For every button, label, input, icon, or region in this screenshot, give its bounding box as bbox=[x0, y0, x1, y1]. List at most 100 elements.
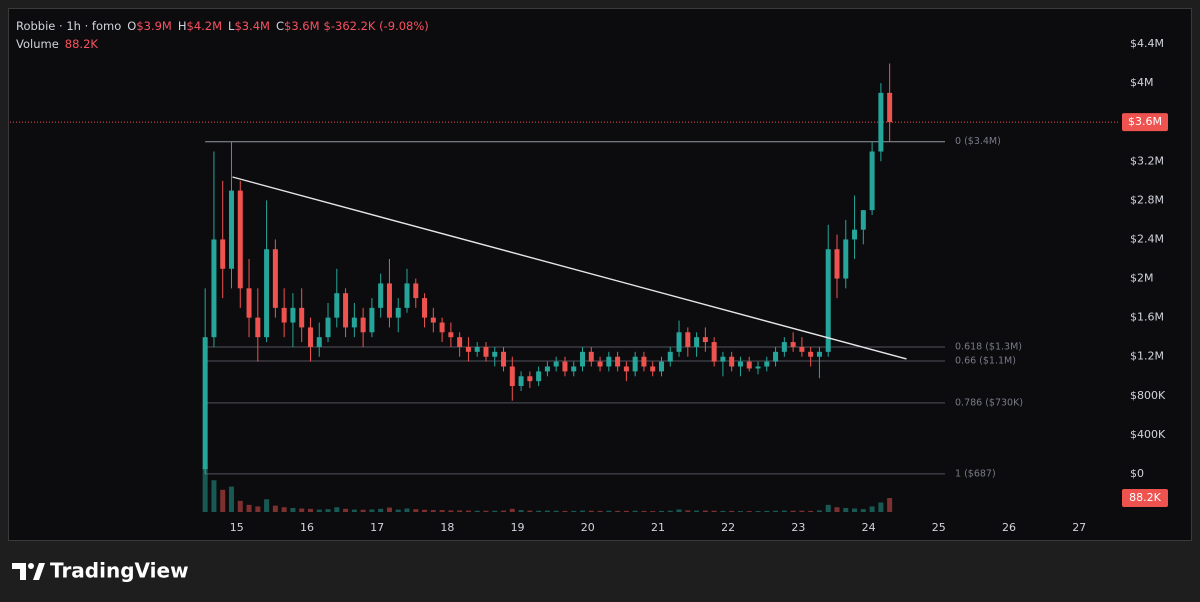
volume-bar bbox=[650, 511, 656, 512]
volume-bar bbox=[413, 509, 419, 512]
y-tick-label: $1.2M bbox=[1130, 350, 1164, 363]
logo-shape bbox=[33, 563, 45, 580]
y-tick-label: $2.4M bbox=[1130, 232, 1164, 245]
volume-bar bbox=[781, 510, 787, 512]
candle-body bbox=[518, 376, 524, 387]
candle-body bbox=[729, 356, 735, 367]
candle-body bbox=[834, 249, 840, 279]
volume-bar bbox=[588, 510, 594, 512]
candle-body bbox=[220, 239, 226, 269]
volume-bar bbox=[658, 510, 664, 512]
candle-body bbox=[737, 361, 743, 367]
candle-body bbox=[316, 337, 322, 347]
volume-bar bbox=[843, 508, 849, 512]
volume-bar bbox=[378, 508, 384, 512]
x-tick-label: 17 bbox=[370, 521, 384, 534]
legend-key: H bbox=[178, 19, 187, 33]
candle-body bbox=[474, 346, 480, 352]
volume-bar bbox=[228, 486, 234, 512]
candle-body bbox=[246, 288, 252, 318]
candle-body bbox=[527, 376, 533, 382]
x-tick-label: 23 bbox=[791, 521, 805, 534]
y-tick-label: $0 bbox=[1130, 467, 1144, 480]
candle-body bbox=[746, 361, 752, 369]
volume-bar bbox=[615, 510, 621, 512]
candle-body bbox=[755, 366, 761, 369]
volume-legend: Volume 88.2K bbox=[16, 37, 98, 51]
volume-bar bbox=[825, 504, 831, 512]
volume-bar bbox=[448, 510, 454, 512]
volume-bar bbox=[694, 510, 700, 512]
candle-body bbox=[562, 361, 568, 372]
candle-body bbox=[816, 351, 822, 357]
candle-body bbox=[343, 293, 349, 328]
candle-body bbox=[237, 190, 243, 289]
x-tick-label: 25 bbox=[932, 521, 946, 534]
candle-body bbox=[325, 317, 331, 338]
candle-body bbox=[378, 283, 384, 308]
volume-bar bbox=[325, 509, 331, 512]
volume-bar bbox=[571, 510, 577, 512]
volume-bar bbox=[746, 511, 752, 512]
volume-bar bbox=[307, 508, 313, 512]
volume-bar bbox=[290, 508, 296, 512]
volume-bar bbox=[641, 510, 647, 512]
candle-body bbox=[413, 283, 419, 299]
y-tick-label: $1.6M bbox=[1130, 311, 1164, 324]
candle-body bbox=[825, 249, 831, 352]
candle-body bbox=[632, 356, 638, 372]
candle-body bbox=[878, 92, 884, 152]
y-tick-label: $4M bbox=[1130, 76, 1154, 89]
volume-bar bbox=[457, 510, 463, 512]
volume-bar bbox=[264, 499, 270, 512]
candle-body bbox=[615, 356, 621, 367]
volume-bar bbox=[386, 507, 392, 512]
candle-body bbox=[281, 307, 287, 323]
candle-body bbox=[430, 317, 436, 323]
volume-bar bbox=[501, 510, 507, 512]
volume-bar bbox=[808, 510, 814, 512]
volume-bar bbox=[465, 510, 471, 512]
volume-bar bbox=[852, 508, 858, 512]
volume-bar bbox=[272, 505, 278, 512]
candle-body bbox=[588, 351, 594, 362]
candle-body bbox=[685, 332, 691, 347]
candle-body bbox=[799, 346, 805, 352]
y-tick-label: $4.4M bbox=[1130, 37, 1164, 50]
volume-bar bbox=[773, 510, 779, 512]
volume-bar bbox=[430, 510, 436, 512]
candle-body bbox=[404, 283, 410, 308]
volume-bar bbox=[509, 508, 515, 512]
candle-body bbox=[290, 307, 296, 323]
level-label: 0 ($3.4M) bbox=[955, 136, 1001, 147]
x-tick-label: 21 bbox=[651, 521, 665, 534]
volume-bar bbox=[755, 511, 761, 512]
candle-body bbox=[650, 366, 656, 372]
candle-body bbox=[571, 366, 577, 372]
candle-body bbox=[702, 337, 708, 343]
candle-body bbox=[658, 361, 664, 372]
y-tick-label: $800K bbox=[1130, 389, 1166, 402]
y-tick-label: $400K bbox=[1130, 428, 1166, 441]
volume-bar bbox=[492, 510, 498, 512]
volume-bar bbox=[632, 510, 638, 512]
candle-body bbox=[501, 351, 507, 367]
volume-bar bbox=[536, 510, 542, 512]
volume-bar bbox=[527, 510, 533, 512]
x-tick-label: 27 bbox=[1072, 521, 1086, 534]
candle-body bbox=[544, 366, 550, 372]
volume-bar bbox=[878, 502, 884, 512]
volume-bar bbox=[887, 498, 893, 512]
logo-dot bbox=[28, 563, 34, 569]
candle-body bbox=[422, 298, 428, 318]
volume-bar bbox=[334, 507, 340, 512]
volume-bar bbox=[395, 509, 401, 512]
candle-body bbox=[386, 283, 392, 318]
volume-bar bbox=[220, 489, 226, 512]
candle-body bbox=[492, 351, 498, 357]
candle-body bbox=[843, 239, 849, 279]
candle-body bbox=[860, 210, 866, 230]
candle-body bbox=[457, 337, 463, 347]
candle-body bbox=[580, 351, 586, 367]
